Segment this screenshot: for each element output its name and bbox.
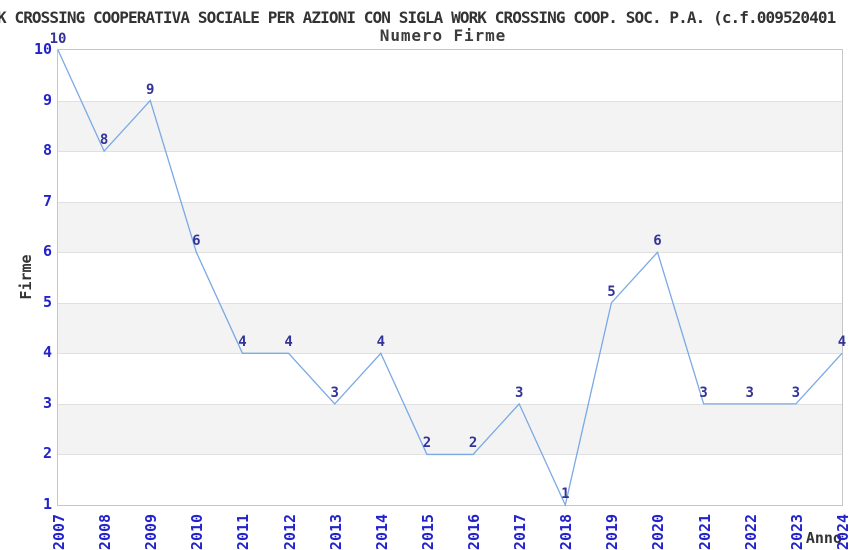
plot-band bbox=[58, 302, 842, 354]
gridline bbox=[58, 403, 842, 405]
data-point-label: 10 bbox=[49, 31, 67, 47]
y-tick-label: 7 bbox=[42, 191, 52, 210]
gridline bbox=[58, 201, 842, 203]
data-point-label: 2 bbox=[422, 435, 432, 452]
data-point-label: 4 bbox=[376, 334, 386, 351]
data-point-label: 8 bbox=[99, 132, 109, 149]
series-line-svg bbox=[57, 49, 843, 508]
x-tick-label: 2014 bbox=[372, 513, 391, 550]
x-tick-label: 2022 bbox=[741, 513, 760, 550]
x-tick-label: 2013 bbox=[326, 513, 345, 550]
x-tick-label: 2012 bbox=[280, 513, 299, 550]
y-tick-label: 3 bbox=[42, 393, 52, 412]
y-tick-label: 5 bbox=[42, 292, 52, 311]
x-tick-label: 2024 bbox=[834, 513, 850, 550]
x-tick-label: 2023 bbox=[787, 513, 806, 550]
x-tick-label: 2011 bbox=[234, 513, 253, 550]
data-point-label: 6 bbox=[653, 233, 662, 250]
data-point-label: 3 bbox=[330, 384, 339, 401]
y-tick-label: 6 bbox=[42, 242, 52, 261]
data-point-label: 4 bbox=[837, 334, 847, 351]
data-point-label: 4 bbox=[284, 334, 293, 351]
data-point-label: 9 bbox=[146, 81, 155, 98]
y-tick-label: 8 bbox=[42, 141, 52, 160]
x-tick-label: 2019 bbox=[603, 513, 622, 550]
y-tick-label: 9 bbox=[42, 90, 52, 109]
gridline bbox=[58, 100, 842, 102]
chart-subtitle: Numero Firme bbox=[379, 26, 507, 45]
x-tick-label: 2017 bbox=[511, 513, 530, 550]
data-point-label: 2 bbox=[468, 435, 478, 452]
firme-series-line bbox=[57, 49, 843, 508]
data-point-label: 3 bbox=[514, 384, 524, 401]
x-tick-label: 2010 bbox=[188, 513, 207, 550]
y-tick-label: 2 bbox=[42, 444, 52, 463]
data-point-label: 6 bbox=[192, 233, 201, 250]
data-point-label: 5 bbox=[607, 283, 616, 300]
x-axis-title: Anno bbox=[805, 529, 842, 547]
data-point-label: 1 bbox=[561, 486, 570, 502]
plot-band bbox=[58, 403, 842, 455]
x-tick-label: 2008 bbox=[96, 513, 115, 550]
x-tick-label: 2018 bbox=[557, 513, 576, 550]
gridline bbox=[58, 302, 842, 304]
plot-area: 10 8 9 6 4 4 3 4 2 2 3 1 5 6 3 3 3 4 bbox=[50, 32, 847, 508]
x-tick-label: 2020 bbox=[649, 513, 668, 550]
x-tick-label: 2007 bbox=[50, 513, 68, 550]
y-tick-label: 4 bbox=[42, 343, 52, 362]
x-tick-label: 2015 bbox=[418, 513, 437, 550]
x-tick-label: 2021 bbox=[695, 513, 714, 550]
data-point-label: 4 bbox=[238, 334, 247, 351]
x-tick-label: 2016 bbox=[465, 513, 484, 550]
chart-title: K CROSSING COOPERATIVA SOCIALE PER AZION… bbox=[0, 8, 836, 27]
data-point-label: 3 bbox=[791, 384, 801, 401]
y-tick-label: 1 bbox=[42, 495, 52, 513]
y-tick-label: 10 bbox=[33, 40, 52, 58]
plot-band bbox=[58, 100, 842, 152]
gridline bbox=[58, 353, 842, 355]
gridline bbox=[58, 252, 842, 254]
x-tick-label: 2009 bbox=[142, 513, 161, 550]
data-point-label: 3 bbox=[745, 384, 754, 401]
data-point-label: 3 bbox=[699, 384, 708, 401]
gridline bbox=[58, 151, 842, 153]
